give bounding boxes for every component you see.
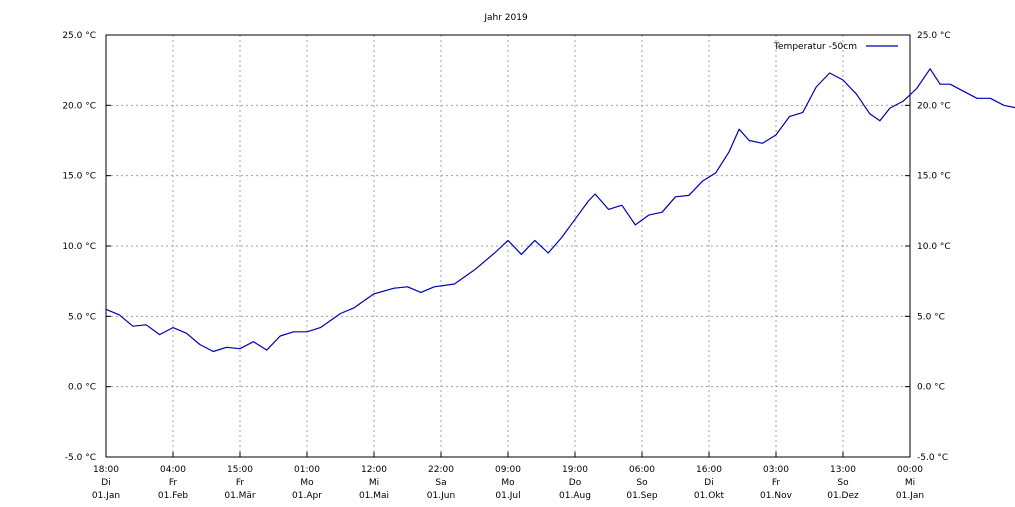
series-line-0 <box>105 68 1015 353</box>
y-tick-label-left: 15.0 °C <box>62 172 96 182</box>
x-tick-label: 13:00 So 01.Dez <box>827 465 859 501</box>
x-tick-label-line: 01.Jan <box>896 491 924 501</box>
y-tick-label-left: -5.0 °C <box>65 453 96 463</box>
x-tick-label-line: 13:00 <box>830 465 856 475</box>
x-tick-label: 22:00 Sa 01.Jun <box>427 465 455 501</box>
y-tick-label-left: 0.0 °C <box>68 383 96 393</box>
y-tick-label-right: 15.0 °C <box>917 172 951 182</box>
x-tick-label-line: 09:00 <box>495 465 521 475</box>
x-tick-label-line: Fr <box>772 478 781 488</box>
y-tick-label-left: 10.0 °C <box>62 242 96 252</box>
x-tick-label-line: 01.Sep <box>626 491 658 501</box>
series-layer <box>105 68 1015 353</box>
x-tick-label-line: So <box>636 478 648 488</box>
x-tick-label-line: 01.Mär <box>224 491 256 501</box>
legend-label: Temperatur -50cm <box>773 42 857 52</box>
x-tick-label: 04:00 Fr 01.Feb <box>158 465 189 501</box>
x-tick-label-line: So <box>837 478 849 488</box>
x-tick-label-line: Di <box>101 478 110 488</box>
x-tick-label-line: 01.Jan <box>92 491 120 501</box>
x-tick-label-line: 03:00 <box>763 465 789 475</box>
x-tick-label: 03:00 Fr 01.Nov <box>760 465 793 501</box>
x-tick-label-line: 06:00 <box>629 465 655 475</box>
y-tick-label-left: 25.0 °C <box>62 31 96 41</box>
x-tick-label-line: 01.Jun <box>427 491 455 501</box>
x-tick-label-line: 04:00 <box>160 465 186 475</box>
y-tick-label-right: -5.0 °C <box>917 453 948 463</box>
x-tick-label: 12:00 Mi 01.Mai <box>359 465 389 501</box>
x-tick-label: 19:00 Do 01.Aug <box>559 465 591 501</box>
grid <box>106 35 910 457</box>
y-axis: -5.0 °C -5.0 °C 0.0 °C 0.0 °C 5.0 °C 5.0 °C 10… <box>62 31 950 463</box>
x-tick-label-line: Mi <box>369 478 379 488</box>
x-tick-label: 09:00 Mo 01.Jul <box>495 465 521 501</box>
y-tick-label-right: 25.0 °C <box>917 31 951 41</box>
x-tick-label-line: Fr <box>236 478 245 488</box>
y-tick-label-right: 10.0 °C <box>917 242 951 252</box>
y-tick-label-left: 20.0 °C <box>62 101 96 111</box>
x-tick-label-line: 19:00 <box>562 465 588 475</box>
x-tick-label-line: 01:00 <box>294 465 320 475</box>
y-tick-label-right: 0.0 °C <box>917 383 945 393</box>
x-tick-label-line: 01.Mai <box>359 491 389 501</box>
y-tick-label-right: 20.0 °C <box>917 101 951 111</box>
x-tick-label-line: Mo <box>300 478 314 488</box>
x-tick-label: 15:00 Fr 01.Mär <box>224 465 256 501</box>
x-tick-label: 00:00 Mi 01.Jan <box>896 465 924 501</box>
y-tick-label-right: 5.0 °C <box>917 312 945 322</box>
x-tick-label-line: 01.Dez <box>827 491 859 501</box>
x-tick-label-line: 16:00 <box>696 465 722 475</box>
x-tick-label-line: Mi <box>905 478 915 488</box>
x-tick-label-line: Di <box>704 478 713 488</box>
x-tick-label-line: Mo <box>501 478 515 488</box>
x-tick-label-line: 18:00 <box>93 465 119 475</box>
x-tick-label-line: 22:00 <box>428 465 454 475</box>
x-tick-label: 16:00 Di 01.Okt <box>694 465 725 501</box>
x-tick-label: 01:00 Mo 01.Apr <box>292 465 322 501</box>
x-tick-label-line: 01.Feb <box>158 491 189 501</box>
x-tick-label-line: Sa <box>435 478 446 488</box>
x-tick-label-line: Fr <box>169 478 178 488</box>
y-tick-label-left: 5.0 °C <box>68 312 96 322</box>
x-tick-label: 06:00 So 01.Sep <box>626 465 658 501</box>
x-tick-label-line: 15:00 <box>227 465 253 475</box>
x-tick-label-line: 01.Apr <box>292 491 322 501</box>
x-tick-label-line: 01.Jul <box>495 491 520 501</box>
legend: Temperatur -50cm <box>773 42 898 52</box>
x-tick-label-line: 00:00 <box>897 465 923 475</box>
x-tick-label-line: 01.Aug <box>559 491 591 501</box>
x-tick-label-line: 12:00 <box>361 465 387 475</box>
x-tick-label: 18:00 Di 01.Jan <box>92 465 120 501</box>
chart-title: Jahr 2019 <box>483 13 528 23</box>
x-tick-label-line: 01.Okt <box>694 491 725 501</box>
x-axis: 18:00 Di 01.Jan 04:00 Fr 01.Feb 15:00 Fr 01.Mär 0… <box>92 452 924 501</box>
x-tick-label-line: 01.Nov <box>760 491 793 501</box>
x-tick-label-line: Do <box>569 478 582 488</box>
